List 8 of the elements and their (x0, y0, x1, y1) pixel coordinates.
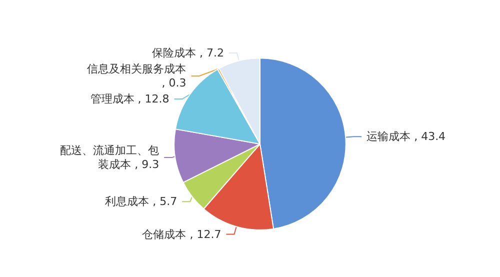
slice-label: 保险成本 , 7.2 (152, 46, 224, 60)
slice-label: 信息及相关服务成本 (87, 62, 186, 76)
slice-label: 仓储成本 , 12.7 (142, 228, 222, 241)
slice-label: 管理成本 , 12.8 (90, 92, 170, 106)
slice-label: 运输成本 , 43.4 (366, 130, 446, 144)
data-label: , 0.3 (158, 76, 186, 90)
slice-label: 利息成本 , 5.7 (105, 195, 178, 208)
slice-label: 配送、流通加工、包装成本 , 9.3 (60, 144, 160, 172)
